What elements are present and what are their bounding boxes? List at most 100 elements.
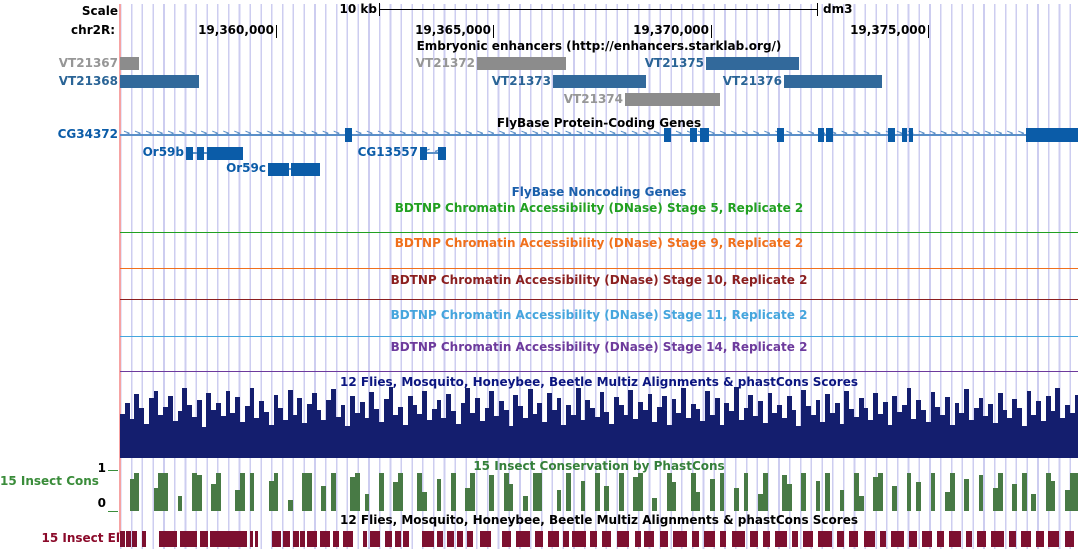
enhancer-label[interactable]: VT21373: [491, 74, 551, 88]
insect-element-block[interactable]: [590, 531, 597, 547]
gene-exon[interactable]: [902, 128, 907, 142]
insect-element-block[interactable]: [1048, 531, 1059, 547]
insect-element-block[interactable]: [250, 531, 253, 547]
insect-element-block[interactable]: [467, 531, 473, 547]
insect-element-block[interactable]: [644, 531, 654, 547]
insect-element-block[interactable]: [422, 531, 434, 547]
insect-element-block[interactable]: [720, 531, 726, 547]
enhancer-bar[interactable]: [553, 75, 646, 88]
insect-element-block[interactable]: [403, 531, 409, 547]
insect-element-block[interactable]: [200, 531, 208, 547]
gene-exon[interactable]: [888, 128, 895, 142]
insect-element-block[interactable]: [300, 531, 305, 547]
insect-element-block[interactable]: [142, 531, 146, 547]
insect-element-block[interactable]: [864, 531, 875, 547]
enhancer-bar[interactable]: [706, 57, 799, 70]
enhancer-bar[interactable]: [625, 93, 720, 106]
insect-element-block[interactable]: [159, 531, 177, 547]
insect-element-block[interactable]: [891, 531, 904, 547]
gene-label[interactable]: Or59b: [142, 145, 184, 159]
insect-element-block[interactable]: [949, 531, 961, 547]
insect-element-block[interactable]: [602, 531, 611, 547]
insect-element-block[interactable]: [966, 531, 972, 547]
gene-exon[interactable]: [291, 163, 320, 176]
insect-element-block[interactable]: [1009, 531, 1016, 547]
insect-element-block[interactable]: [937, 531, 944, 547]
insect-element-block[interactable]: [255, 531, 258, 547]
insect-element-block[interactable]: [660, 531, 668, 547]
phastcons-wiggle[interactable]: [120, 473, 1078, 511]
enhancer-bar[interactable]: [120, 57, 139, 70]
enhancer-label[interactable]: VT21367: [58, 56, 118, 70]
insect-element-block[interactable]: [395, 531, 401, 547]
insect-element-block[interactable]: [548, 531, 559, 547]
insect-element-block[interactable]: [210, 531, 247, 547]
insect-element-block[interactable]: [704, 531, 715, 547]
enhancer-bar[interactable]: [477, 57, 566, 70]
insect-element-block[interactable]: [617, 531, 629, 547]
insect-element-block[interactable]: [437, 531, 443, 547]
insect-element-block[interactable]: [283, 531, 290, 547]
insect-element-block[interactable]: [572, 531, 586, 547]
gene-exon[interactable]: [700, 128, 709, 142]
gene-exon[interactable]: [207, 147, 243, 160]
insect-element-block[interactable]: [692, 531, 699, 547]
insect-element-block[interactable]: [763, 531, 770, 547]
insect-element-block[interactable]: [457, 531, 463, 547]
insect-element-block[interactable]: [732, 531, 745, 547]
gene-exon[interactable]: [186, 147, 193, 160]
insect-element-block[interactable]: [447, 531, 454, 547]
insect-element-block[interactable]: [363, 531, 367, 547]
multiz-conservation-wiggle[interactable]: [120, 387, 1078, 458]
enhancer-label[interactable]: VT21376: [722, 74, 782, 88]
insect-element-block[interactable]: [673, 531, 687, 547]
insect-element-block[interactable]: [126, 531, 131, 547]
enhancer-label[interactable]: VT21372: [415, 56, 475, 70]
insect-element-block[interactable]: [120, 531, 125, 547]
insect-element-block[interactable]: [750, 531, 758, 547]
insect-element-block[interactable]: [535, 531, 543, 547]
enhancer-bar[interactable]: [120, 75, 199, 88]
insect-element-block[interactable]: [272, 531, 281, 547]
insect-element-block[interactable]: [502, 531, 511, 547]
gene-exon[interactable]: [909, 128, 913, 142]
insect-element-block[interactable]: [922, 531, 932, 547]
insect-element-block[interactable]: [132, 531, 137, 547]
insect-element-block[interactable]: [307, 531, 317, 547]
insect-element-block[interactable]: [837, 531, 844, 547]
gene-exon[interactable]: [197, 147, 204, 160]
insect-element-block[interactable]: [775, 531, 787, 547]
insect-element-block[interactable]: [880, 531, 886, 547]
enhancer-label[interactable]: VT21375: [644, 56, 704, 70]
gene-exon[interactable]: [268, 163, 289, 176]
insect-element-block[interactable]: [977, 531, 986, 547]
insect-element-block[interactable]: [1065, 531, 1074, 547]
insect-element-block[interactable]: [385, 531, 392, 547]
gene-exon[interactable]: [438, 147, 446, 160]
enhancer-label[interactable]: VT21368: [58, 74, 118, 88]
insect-element-block[interactable]: [991, 531, 1004, 547]
insect-element-block[interactable]: [343, 531, 353, 547]
gene-label[interactable]: CG13557: [357, 145, 418, 159]
insect-element-block[interactable]: [563, 531, 569, 547]
gene-label[interactable]: CG34372: [57, 127, 118, 141]
gene-exon[interactable]: [345, 128, 352, 142]
insect-element-block[interactable]: [818, 531, 832, 547]
insect-element-block[interactable]: [293, 531, 299, 547]
insect-element-block[interactable]: [803, 531, 813, 547]
enhancer-bar[interactable]: [784, 75, 882, 88]
insect-element-block[interactable]: [480, 531, 491, 547]
enhancer-label[interactable]: VT21374: [563, 92, 623, 106]
gene-exon[interactable]: [420, 147, 427, 160]
gene-exon[interactable]: [826, 128, 833, 142]
gene-exon[interactable]: [1026, 128, 1078, 142]
insect-element-block[interactable]: [849, 531, 858, 547]
insect-element-block[interactable]: [635, 531, 641, 547]
gene-exon[interactable]: [664, 128, 671, 142]
gene-exon[interactable]: [818, 128, 824, 142]
insect-element-block[interactable]: [180, 531, 197, 547]
insect-element-block[interactable]: [1036, 531, 1044, 547]
insect-element-block[interactable]: [909, 531, 917, 547]
gene-exon[interactable]: [777, 128, 784, 142]
insect-element-block[interactable]: [320, 531, 330, 547]
